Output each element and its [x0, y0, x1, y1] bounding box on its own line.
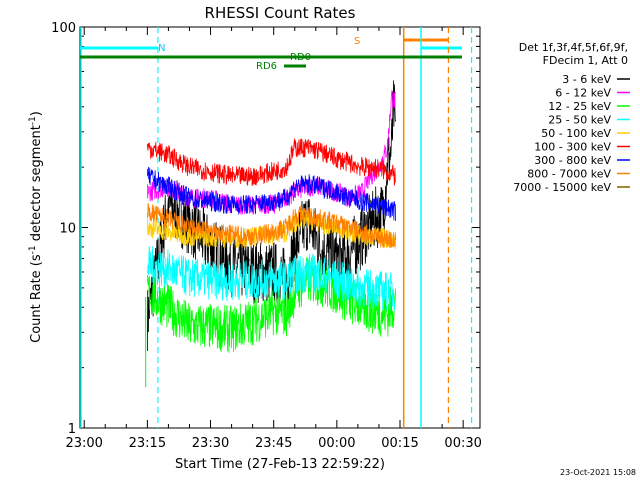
rd6-label: RD6: [256, 61, 277, 72]
series-line-3-6keV: [147, 80, 396, 352]
x-tick-label: 00:00: [318, 436, 355, 451]
plot-timestamp: 23-Oct-2021 15:08: [560, 468, 636, 477]
x-tick-label: 23:45: [255, 436, 292, 451]
legend-header: Det 1f,3f,4f,5f,6f,9f,: [519, 41, 628, 54]
x-tick-label: 23:30: [192, 436, 229, 451]
legend-entry-label: 50 - 100 keV: [541, 127, 611, 140]
legend-entry-label: 100 - 300 keV: [534, 141, 611, 154]
series-line-800-7000keV: [147, 203, 396, 249]
legend-entry-label: 300 - 800 keV: [534, 154, 611, 167]
series-layer: [145, 80, 396, 388]
legend-entry-label: 12 - 25 keV: [548, 100, 611, 113]
series-line-12-25keV: [147, 257, 396, 353]
series-line-25-50keV: [147, 246, 396, 311]
x-axis-label: Start Time (27-Feb-13 22:59:22): [175, 457, 385, 472]
legend-entry-label: 25 - 50 keV: [548, 114, 611, 127]
legend: Det 1f,3f,4f,5f,6f,9f,FDecim 1, Att 0 3 -…: [513, 41, 630, 194]
rd0-label: RD0: [290, 52, 311, 63]
x-tick-label: 00:30: [444, 436, 481, 451]
x-tick-label: 00:15: [381, 436, 418, 451]
legend-entry-label: 3 - 6 keV: [562, 73, 611, 86]
y-tick-label: 100: [51, 21, 76, 36]
y-tick-label: 1: [68, 422, 76, 437]
legend-header: FDecim 1, Att 0: [543, 54, 628, 67]
x-tick-label: 23:00: [65, 436, 102, 451]
x-tick-label: 23:15: [129, 436, 166, 451]
orbit-overlays: [80, 27, 473, 428]
legend-entry-label: 7000 - 15000 keV: [513, 181, 611, 194]
series-line-100-300keV: [147, 138, 396, 187]
chart-title: RHESSI Count Rates: [205, 4, 356, 22]
legend-entry-label: 6 - 12 keV: [555, 87, 611, 100]
series-line-300-800keV: [147, 166, 396, 222]
saa-label: S: [354, 36, 360, 47]
y-tick-label: 10: [59, 222, 76, 237]
night-label: N: [158, 43, 165, 54]
y-axis-label: Count Rate (s-1 detector segment-1): [28, 111, 44, 343]
legend-entry-label: 800 - 7000 keV: [527, 168, 611, 181]
axis-ticks: 1 10 100 23:00 23:15 23:30 23:45 00:00 00:15 00:3…: [51, 21, 482, 451]
